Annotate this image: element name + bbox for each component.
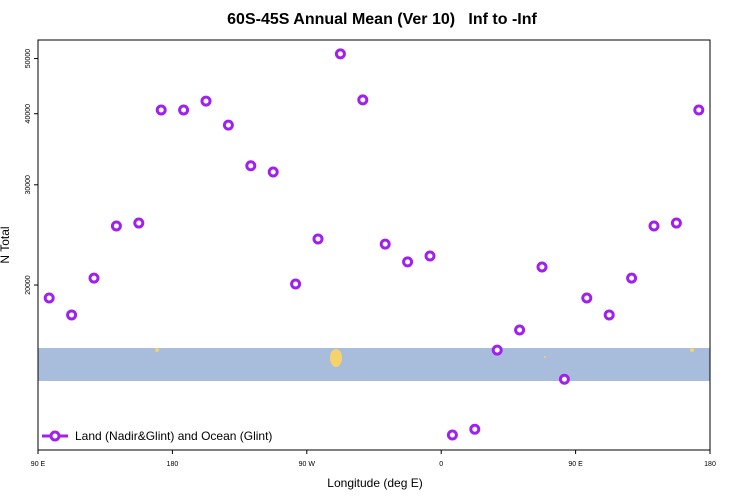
y-tick-label: 50000 xyxy=(25,49,32,69)
x-tick-label: 90 W xyxy=(299,461,316,468)
x-tick-label: 90 E xyxy=(31,461,46,468)
data-point xyxy=(603,309,615,321)
data-point xyxy=(312,233,324,245)
land-shape xyxy=(155,348,159,352)
data-point xyxy=(66,309,78,321)
data-point xyxy=(469,423,481,435)
x-tick-label: 90 E xyxy=(568,461,583,468)
x-axis-label: Longitude (deg E) xyxy=(327,476,422,490)
data-point xyxy=(200,95,212,107)
y-axis-label: N Total xyxy=(0,226,12,263)
x-tick-label: 180 xyxy=(167,461,179,468)
data-point xyxy=(357,94,369,106)
x-tick-label: 180 xyxy=(704,461,716,468)
data-point xyxy=(178,104,190,116)
map-band xyxy=(38,348,710,381)
data-point xyxy=(379,238,391,250)
x-tick-label: 0 xyxy=(439,461,443,468)
legend-label: Land (Nadir&Glint) and Ocean (Glint) xyxy=(75,429,272,443)
data-point xyxy=(267,166,279,178)
data-point xyxy=(110,220,122,232)
data-point xyxy=(536,261,548,273)
data-point xyxy=(133,217,145,229)
data-point xyxy=(558,373,570,385)
data-point xyxy=(334,48,346,60)
data-point xyxy=(43,292,55,304)
y-tick-label: 20000 xyxy=(25,275,32,295)
data-point xyxy=(648,220,660,232)
y-tick-label: 40000 xyxy=(25,104,32,124)
chart-title: 60S-45S Annual Mean (Ver 10) Inf to -Inf xyxy=(227,11,537,28)
land-shape xyxy=(330,349,342,367)
plot-frame xyxy=(37,39,711,451)
data-point xyxy=(290,278,302,290)
data-point xyxy=(514,324,526,336)
data-point xyxy=(670,217,682,229)
data-point xyxy=(491,344,503,356)
data-point xyxy=(245,160,257,172)
map-strip xyxy=(38,348,710,381)
data-point xyxy=(88,272,100,284)
data-point xyxy=(446,429,458,441)
data-point xyxy=(424,250,436,262)
data-point xyxy=(581,292,593,304)
y-tick-label: 30000 xyxy=(25,175,32,195)
data-point xyxy=(626,272,638,284)
land-shape xyxy=(690,348,694,352)
legend-marker xyxy=(49,430,61,442)
data-point xyxy=(222,119,234,131)
land-shape xyxy=(544,356,546,358)
data-point xyxy=(402,256,414,268)
data-point xyxy=(693,104,705,116)
data-point xyxy=(155,104,167,116)
